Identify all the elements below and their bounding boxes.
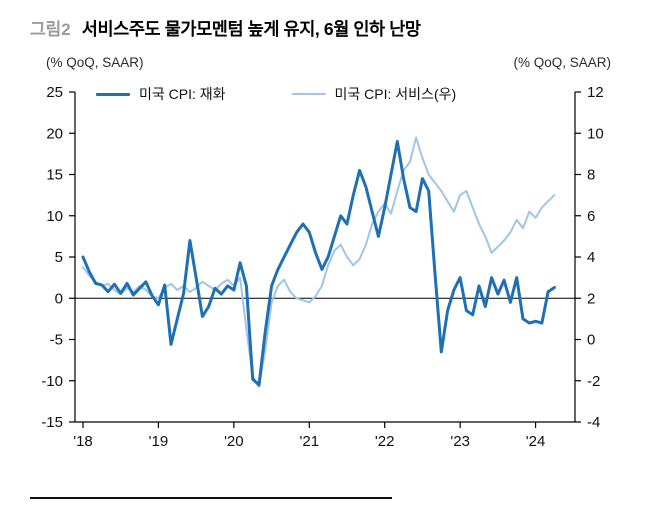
left-axis-tick-label: 25 <box>46 84 63 101</box>
x-axis-tick-label: '18 <box>73 433 93 450</box>
right-axis-tick-label: 4 <box>587 249 595 266</box>
left-axis-tick-label: -15 <box>41 414 63 431</box>
right-axis-tick-label: 12 <box>587 84 604 101</box>
legend-item-goods: 미국 CPI: 재화 <box>96 84 226 104</box>
series-line-goods <box>81 140 556 387</box>
chart-legend: 미국 CPI: 재화 미국 CPI: 서비스(우) <box>96 84 456 104</box>
chart-header: 그림2 서비스주도 물가모멘텀 높게 유지, 6월 인하 난망 <box>0 0 659 43</box>
x-axis-tick-label: '20 <box>224 433 244 450</box>
legend-label-services: 미국 CPI: 서비스(우) <box>334 86 457 102</box>
x-axis-tick-label: '23 <box>450 433 470 450</box>
goods-line-swatch <box>96 92 130 96</box>
right-axis-tick-label: 2 <box>587 290 595 307</box>
services-line-swatch <box>291 93 326 95</box>
left-axis-tick-label: 10 <box>46 208 63 225</box>
left-axis-tick-label: -10 <box>41 373 63 390</box>
left-axis-tick-label: 0 <box>55 290 63 307</box>
figure-label: 그림2 <box>30 20 71 39</box>
left-axis-tick-label: 5 <box>55 249 63 266</box>
x-axis-tick-label: '21 <box>300 433 320 450</box>
axis-unit-row: (% QoQ, SAAR) (% QoQ, SAAR) <box>0 43 659 70</box>
legend-label-goods: 미국 CPI: 재화 <box>139 86 226 102</box>
chart-area: 25 20 15 10 5 0 -5 -10 -15 12 10 8 6 4 2 0 -2 -4'18'19'20… <box>0 72 659 459</box>
x-axis-tick-label: '19 <box>149 433 169 450</box>
right-axis-tick-label: 8 <box>587 167 595 184</box>
cpi-dual-axis-chart: 2520151050-5-10-15121086420-2-4'18'19'20… <box>41 84 604 450</box>
right-axis-tick-label: 0 <box>587 332 595 349</box>
x-axis-tick-label: '24 <box>526 433 546 450</box>
x-axis-tick-label: '22 <box>375 433 395 450</box>
right-axis-unit-label: (% QoQ, SAAR) <box>513 55 611 70</box>
right-axis-tick-label: 10 <box>587 125 604 142</box>
legend-item-services: 미국 CPI: 서비스(우) <box>291 84 457 104</box>
footer-divider <box>30 497 392 499</box>
left-axis-unit-label: (% QoQ, SAAR) <box>46 55 144 70</box>
right-axis-tick-label: 6 <box>587 208 595 225</box>
right-axis-tick-label: -2 <box>587 373 600 390</box>
left-axis-tick-label: 15 <box>46 167 63 184</box>
left-axis-tick-label: -5 <box>50 332 63 349</box>
right-axis-tick-label: -4 <box>587 414 600 431</box>
left-axis-tick-label: 20 <box>46 125 63 142</box>
page-title: 서비스주도 물가모멘텀 높게 유지, 6월 인하 난망 <box>81 19 421 39</box>
